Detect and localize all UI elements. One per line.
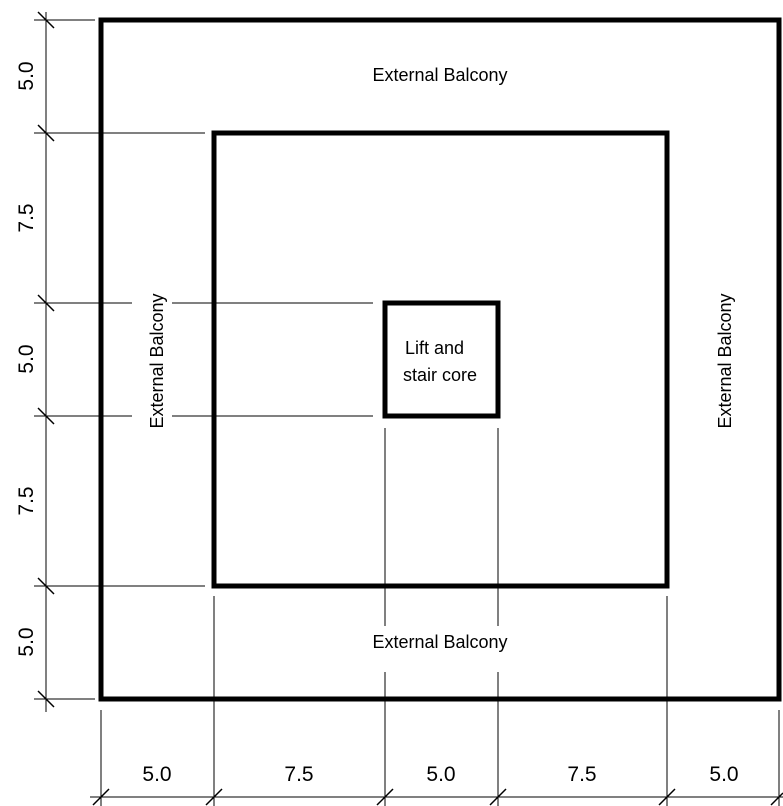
dimension-tick xyxy=(376,788,394,806)
dim-label-vertical-4: 7.5 xyxy=(15,486,38,515)
dimension-tick xyxy=(37,124,55,142)
balcony-label-left: External Balcony xyxy=(147,293,167,428)
dimension-tick xyxy=(37,11,55,29)
dim-label-horizontal-1: 5.0 xyxy=(142,763,171,786)
balcony-label-right: External Balcony xyxy=(715,293,735,428)
lift-stair-core xyxy=(382,300,501,419)
dimension-tick xyxy=(37,577,55,595)
core-label-line1: Lift and xyxy=(405,338,464,358)
dim-label-horizontal-3: 5.0 xyxy=(426,763,455,786)
outer-boundary xyxy=(98,17,782,702)
inner-floor xyxy=(211,130,670,589)
dim-label-horizontal-4: 7.5 xyxy=(567,763,596,786)
dimension-tick xyxy=(37,407,55,425)
dim-label-horizontal-2: 7.5 xyxy=(284,763,313,786)
dimension-tick xyxy=(205,788,223,806)
dimension-tick xyxy=(92,788,110,806)
dim-label-vertical-1: 5.0 xyxy=(15,61,38,90)
core-label-line2: stair core xyxy=(403,365,477,385)
dimension-tick xyxy=(489,788,507,806)
balcony-label-bottom: External Balcony xyxy=(372,632,507,652)
dim-label-vertical-3: 5.0 xyxy=(15,344,38,373)
dim-label-horizontal-5: 5.0 xyxy=(709,763,738,786)
dimension-tick xyxy=(770,792,783,806)
dimension-tick xyxy=(37,294,55,312)
dimension-tick xyxy=(658,788,676,806)
dim-label-vertical-5: 5.0 xyxy=(15,627,38,656)
balcony-label-top: External Balcony xyxy=(372,65,507,85)
dim-label-vertical-2: 7.5 xyxy=(15,203,38,232)
dimension-tick xyxy=(37,690,55,708)
